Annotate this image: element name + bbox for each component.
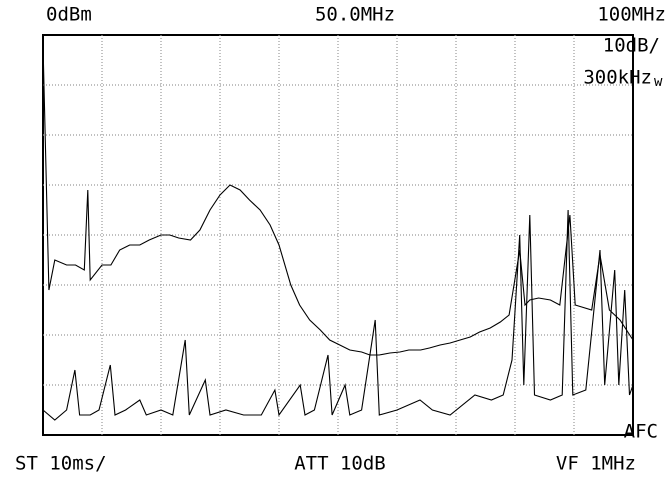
trace: [42, 209, 634, 421]
afc: AFC: [624, 421, 658, 443]
trace: [42, 44, 634, 356]
rbw-mark: w: [654, 74, 663, 90]
attenuation: ATT 10dB: [294, 453, 386, 475]
center-frequency: 50.0MHz: [315, 4, 395, 26]
rbw: 300kHz: [583, 67, 652, 89]
vbw: VF 1MHz: [556, 453, 636, 475]
sweep: ST 10ms/: [15, 453, 107, 475]
ref-level: 0dBm: [46, 4, 92, 26]
scale: 10dB/: [603, 35, 660, 57]
span-end: 100MHz: [597, 4, 666, 26]
